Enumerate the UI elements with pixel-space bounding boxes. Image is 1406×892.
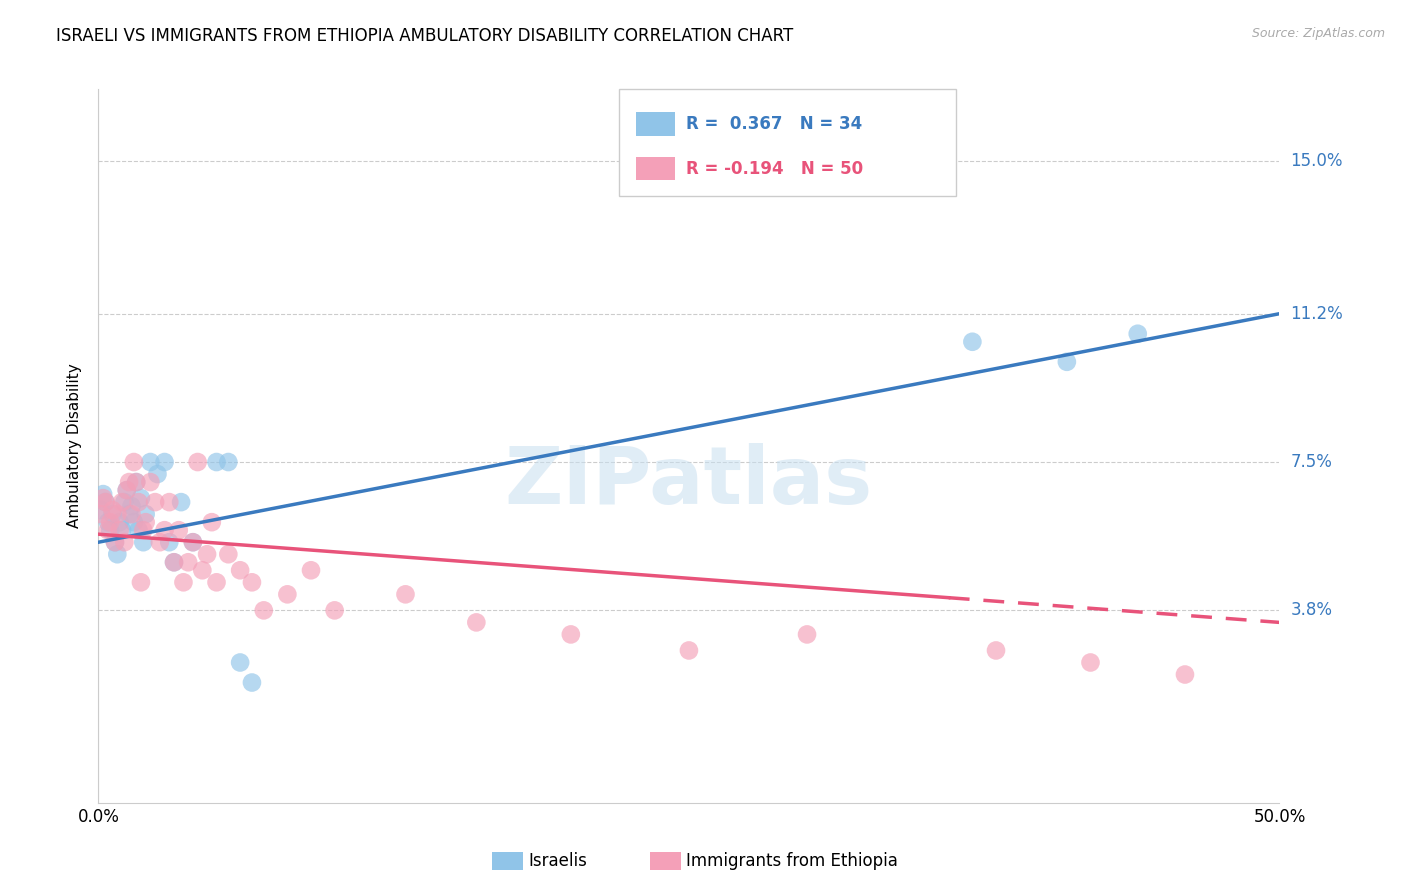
Point	[139, 475, 162, 489]
Point	[276, 587, 298, 601]
Point	[187, 455, 209, 469]
Point	[122, 455, 145, 469]
Point	[253, 603, 276, 617]
Point	[678, 643, 700, 657]
Point	[153, 455, 176, 469]
Point	[177, 555, 200, 569]
Point	[157, 495, 180, 509]
Point	[299, 563, 322, 577]
Point	[181, 535, 204, 549]
Point	[560, 627, 582, 641]
Point	[121, 499, 143, 513]
Text: Source: ZipAtlas.com: Source: ZipAtlas.com	[1251, 27, 1385, 40]
Point	[139, 455, 162, 469]
Point	[149, 535, 172, 549]
Point	[105, 507, 128, 521]
Point	[94, 495, 117, 509]
Point	[217, 455, 239, 469]
Point	[163, 555, 186, 569]
Point	[129, 491, 152, 505]
Point	[101, 507, 124, 521]
Point	[240, 575, 263, 590]
Point	[191, 563, 214, 577]
Point	[128, 495, 150, 509]
Point	[94, 495, 117, 509]
Point	[205, 455, 228, 469]
Point	[108, 515, 131, 529]
Point	[205, 575, 228, 590]
Point	[217, 547, 239, 561]
Point	[112, 535, 135, 549]
Point	[97, 523, 120, 537]
Point	[170, 495, 193, 509]
Point	[146, 467, 169, 481]
Point	[98, 523, 121, 537]
Point	[115, 483, 138, 497]
Point	[465, 615, 488, 630]
Point	[101, 503, 124, 517]
Point	[91, 487, 114, 501]
Point	[97, 515, 120, 529]
Text: ISRAELI VS IMMIGRANTS FROM ETHIOPIA AMBULATORY DISABILITY CORRELATION CHART: ISRAELI VS IMMIGRANTS FROM ETHIOPIA AMBU…	[56, 27, 793, 45]
Point	[118, 507, 141, 521]
Point	[90, 507, 112, 521]
Text: 7.5%: 7.5%	[1291, 453, 1333, 471]
Point	[157, 535, 180, 549]
Y-axis label: Ambulatory Disability: Ambulatory Disability	[67, 364, 83, 528]
Point	[172, 575, 194, 590]
Point	[143, 495, 166, 509]
Point	[111, 495, 134, 509]
Point	[135, 515, 157, 529]
Point	[167, 523, 190, 537]
Text: R =  0.367   N = 34: R = 0.367 N = 34	[686, 115, 862, 133]
Point	[394, 587, 416, 601]
Text: R = -0.194   N = 50: R = -0.194 N = 50	[686, 160, 863, 178]
Point	[111, 523, 134, 537]
Point	[132, 535, 155, 549]
Point	[195, 547, 218, 561]
Point	[240, 675, 263, 690]
Point	[108, 523, 131, 537]
Point	[181, 535, 204, 549]
Point	[984, 643, 1007, 657]
Point	[90, 503, 112, 517]
Text: Israelis: Israelis	[529, 852, 588, 870]
Text: 11.2%: 11.2%	[1291, 305, 1343, 323]
Text: 15.0%: 15.0%	[1291, 153, 1343, 170]
Point	[132, 523, 155, 537]
Point	[1174, 667, 1197, 681]
Point	[1126, 326, 1149, 341]
Text: 3.8%: 3.8%	[1291, 601, 1333, 619]
Point	[105, 547, 128, 561]
Point	[962, 334, 984, 349]
Point	[112, 495, 135, 509]
Point	[125, 475, 148, 489]
Point	[118, 475, 141, 489]
Point	[122, 515, 145, 529]
Point	[115, 483, 138, 497]
Point	[229, 563, 252, 577]
Point	[1080, 656, 1102, 670]
Point	[796, 627, 818, 641]
Text: ZIPatlas: ZIPatlas	[505, 442, 873, 521]
Point	[1056, 355, 1078, 369]
Point	[98, 515, 121, 529]
Point	[323, 603, 346, 617]
Point	[121, 507, 143, 521]
Point	[128, 523, 150, 537]
Point	[229, 656, 252, 670]
Point	[129, 575, 152, 590]
Point	[104, 535, 127, 549]
Point	[163, 555, 186, 569]
Point	[91, 491, 114, 505]
Point	[153, 523, 176, 537]
Point	[125, 475, 148, 489]
Point	[104, 535, 127, 549]
Point	[135, 507, 157, 521]
Point	[201, 515, 224, 529]
Text: Immigrants from Ethiopia: Immigrants from Ethiopia	[686, 852, 898, 870]
